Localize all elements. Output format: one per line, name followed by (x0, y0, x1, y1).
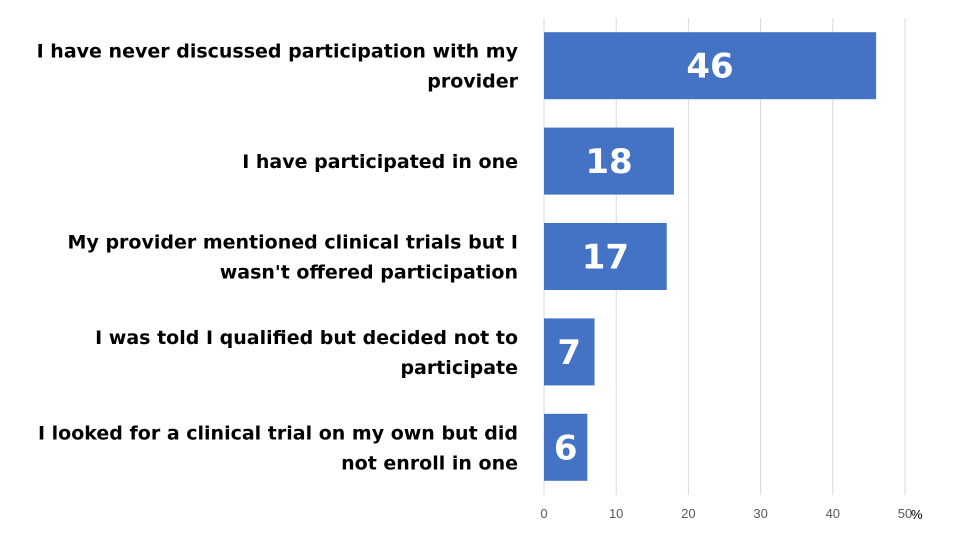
bar (544, 413, 588, 481)
bar-value-label: 46 (686, 47, 733, 87)
x-tick-label: 50 (898, 506, 912, 521)
x-tick-label: 40 (826, 506, 840, 521)
category-label: I have participated in one (242, 151, 518, 173)
data-labels: 46 18 17 7 6 (554, 47, 734, 469)
x-tick-label: 30 (753, 506, 767, 521)
category-label: My provider mentioned clinical trials bu… (68, 232, 518, 254)
bar (544, 223, 667, 290)
bar (544, 318, 595, 386)
category-label: provider (427, 71, 518, 93)
bar-value-label: 18 (585, 142, 632, 182)
category-label: participate (400, 357, 518, 379)
bar (544, 32, 877, 100)
category-label: I looked for a clinical trial on my own … (38, 422, 518, 444)
bar-value-label: 6 (554, 428, 578, 468)
bars (544, 32, 877, 481)
x-tick-label: 20 (681, 506, 695, 521)
x-tick-label: 10 (609, 506, 623, 521)
bar-value-label: 7 (557, 333, 581, 373)
bar-value-label: 17 (582, 238, 629, 278)
x-unit-label: % (911, 507, 923, 522)
category-label: I was told I qualified but decided not t… (95, 327, 518, 349)
category-labels: I have never discussed participation wit… (37, 41, 519, 475)
x-axis-ticks: 0 10 20 30 40 50% (540, 506, 923, 522)
category-label: I have never discussed participation wit… (37, 41, 519, 63)
bar (544, 127, 674, 195)
category-label: not enroll in one (341, 452, 518, 474)
x-tick-label: 0 (540, 506, 547, 521)
category-label: wasn't offered participation (220, 262, 518, 284)
